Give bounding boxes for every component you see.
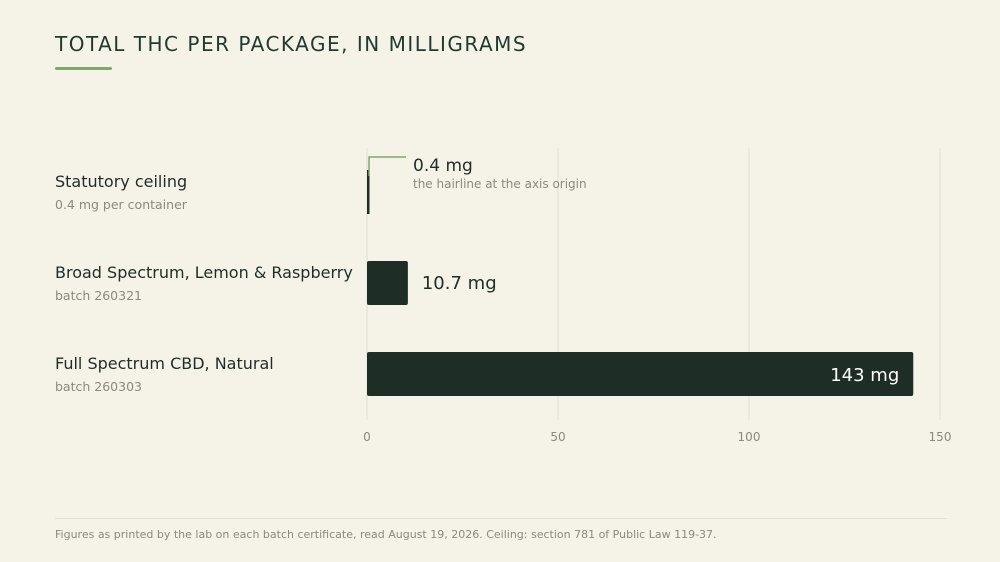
x-tick-label: 0 xyxy=(363,430,371,444)
bar xyxy=(367,261,408,305)
annotation-leader xyxy=(368,156,406,176)
row-label-broad-spectrum: Broad Spectrum, Lemon & Raspberry batch … xyxy=(55,263,355,303)
row-subtitle: 0.4 mg per container xyxy=(55,197,187,212)
data-label: 10.7 mg xyxy=(422,273,497,294)
title-accent-rule xyxy=(55,67,112,70)
footer-note: Figures as printed by the lab on each ba… xyxy=(55,528,717,541)
bar xyxy=(367,352,914,396)
footer-divider xyxy=(55,518,947,519)
row-subtitle: batch 260321 xyxy=(55,288,142,303)
x-tick-label: 100 xyxy=(738,430,761,444)
annotation-note: the hairline at the axis origin xyxy=(413,177,587,191)
data-label: 143 mg xyxy=(830,365,899,386)
row-subtitle: batch 260303 xyxy=(55,379,142,394)
chart-title: TOTAL THC PER PACKAGE, IN MILLIGRAMS xyxy=(55,32,528,56)
row-name: Full Spectrum CBD, Natural xyxy=(55,354,274,373)
bar xyxy=(367,170,370,214)
row-name: Statutory ceiling xyxy=(55,172,188,191)
row-name: Broad Spectrum, Lemon & Raspberry xyxy=(55,263,353,282)
row-label-full-spectrum: Full Spectrum CBD, Natural batch 260303 xyxy=(55,354,355,394)
row-label-ceiling: Statutory ceiling 0.4 mg per container xyxy=(55,172,355,212)
x-tick-label: 50 xyxy=(550,430,565,444)
data-label: 0.4 mg xyxy=(413,156,473,176)
x-tick-label: 150 xyxy=(929,430,952,444)
